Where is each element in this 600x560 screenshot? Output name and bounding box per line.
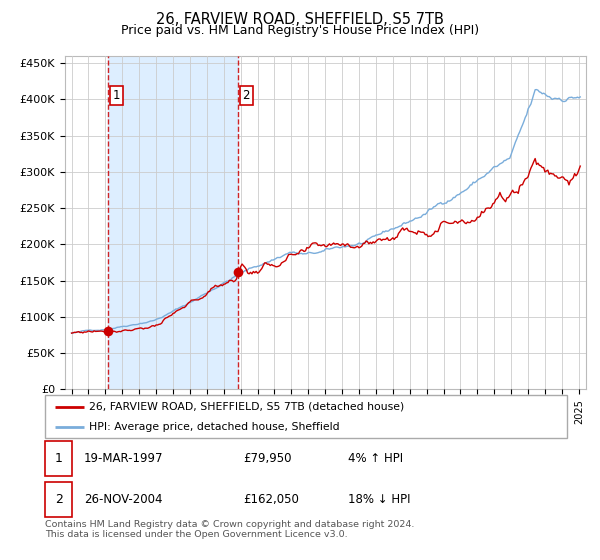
Text: 26, FARVIEW ROAD, SHEFFIELD, S5 7TB (detached house): 26, FARVIEW ROAD, SHEFFIELD, S5 7TB (det…	[89, 402, 404, 412]
Text: £79,950: £79,950	[244, 452, 292, 465]
Bar	[108, 56, 238, 389]
Text: 18% ↓ HPI: 18% ↓ HPI	[348, 493, 410, 506]
FancyBboxPatch shape	[45, 395, 567, 438]
FancyBboxPatch shape	[45, 482, 72, 517]
Text: 2: 2	[55, 493, 62, 506]
Text: 26, FARVIEW ROAD, SHEFFIELD, S5 7TB: 26, FARVIEW ROAD, SHEFFIELD, S5 7TB	[156, 12, 444, 27]
Text: Price paid vs. HM Land Registry's House Price Index (HPI): Price paid vs. HM Land Registry's House …	[121, 24, 479, 37]
Text: £162,050: £162,050	[244, 493, 299, 506]
Text: 4% ↑ HPI: 4% ↑ HPI	[348, 452, 403, 465]
Text: 1: 1	[55, 452, 62, 465]
Text: HPI: Average price, detached house, Sheffield: HPI: Average price, detached house, Shef…	[89, 422, 340, 432]
Text: 19-MAR-1997: 19-MAR-1997	[84, 452, 164, 465]
Text: Contains HM Land Registry data © Crown copyright and database right 2024.
This d: Contains HM Land Registry data © Crown c…	[45, 520, 415, 539]
FancyBboxPatch shape	[45, 441, 72, 476]
Text: 2: 2	[242, 90, 250, 102]
Text: 26-NOV-2004: 26-NOV-2004	[84, 493, 163, 506]
Text: 1: 1	[113, 90, 121, 102]
